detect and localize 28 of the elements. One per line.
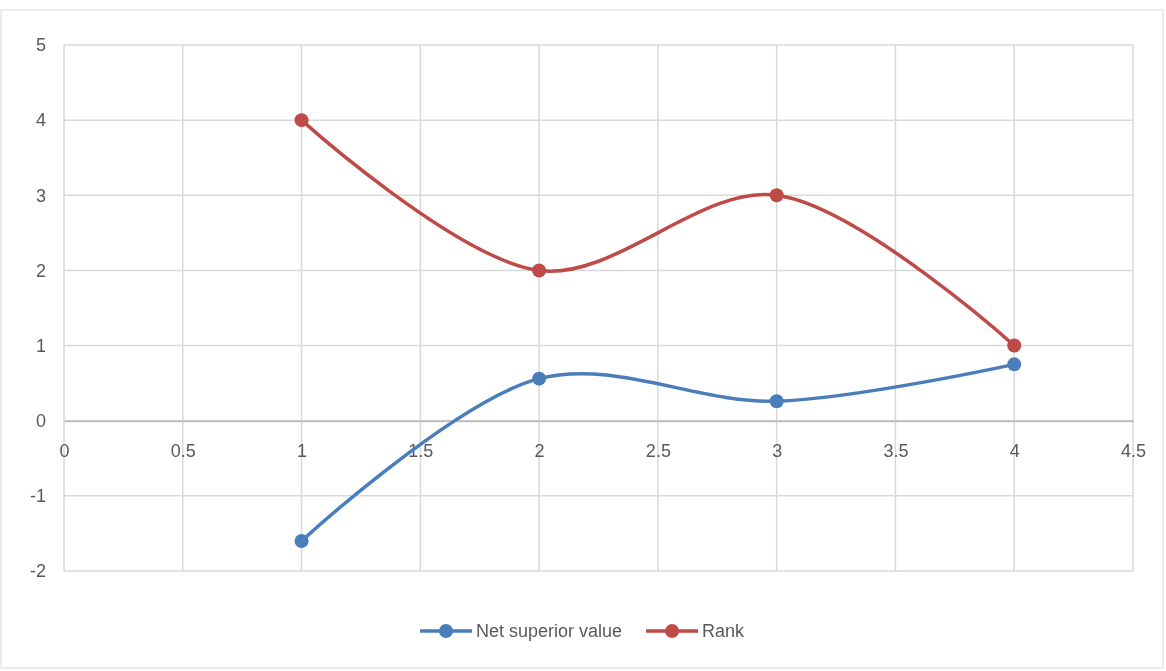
legend-label: Rank <box>702 621 746 641</box>
x-tick-label: 2.5 <box>645 441 671 462</box>
x-tick-label: 0 <box>59 441 70 462</box>
point <box>294 533 309 548</box>
x-tick-label: 1.5 <box>408 441 434 462</box>
point <box>1007 338 1022 353</box>
point <box>769 188 784 203</box>
y-tick-label: 4 <box>35 110 46 131</box>
x-tick-label: 4 <box>1009 441 1020 462</box>
point <box>532 371 547 386</box>
legend-label: Net superior value <box>476 621 623 641</box>
y-tick-label: 2 <box>35 260 46 281</box>
point <box>1007 357 1022 372</box>
y-tick-label: -2 <box>29 561 46 582</box>
point <box>769 394 784 409</box>
x-tick-label: 4.5 <box>1120 441 1147 462</box>
y-tick-label: 3 <box>35 185 46 206</box>
y-tick-label: 0 <box>35 410 46 431</box>
x-tick-label: 2 <box>534 441 545 462</box>
x-tick-label: 0.5 <box>170 441 196 462</box>
point <box>294 113 309 128</box>
x-tick-label: 1 <box>297 441 308 462</box>
x-tick-label: 3 <box>772 441 783 462</box>
y-tick-label: 1 <box>35 335 46 356</box>
y-tick-label: 5 <box>35 35 46 56</box>
x-tick-label: 3.5 <box>883 441 909 462</box>
y-tick-label: -1 <box>29 486 46 507</box>
point <box>532 263 547 278</box>
